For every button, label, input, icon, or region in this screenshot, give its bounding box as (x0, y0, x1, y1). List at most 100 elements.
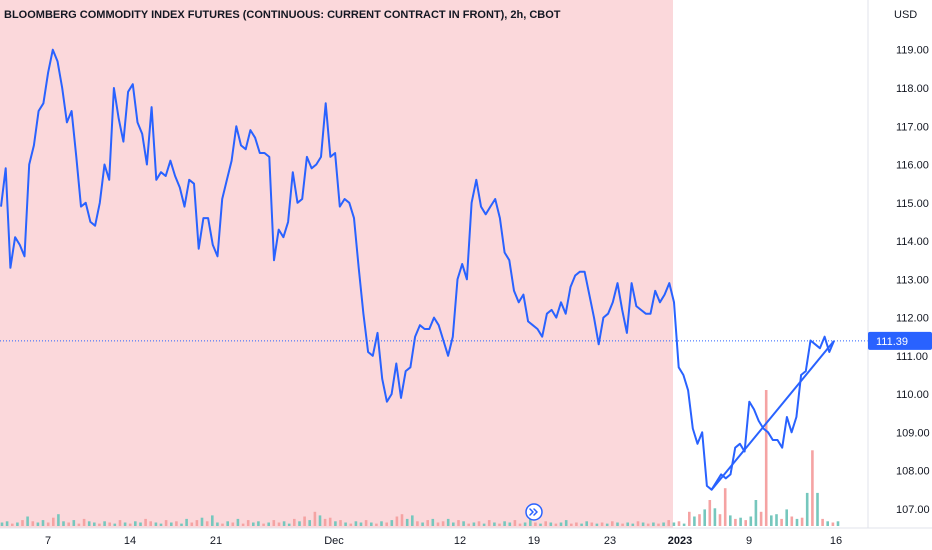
volume-bar (308, 520, 311, 526)
volume-bar (816, 492, 819, 526)
volume-bar (621, 523, 624, 526)
y-tick-label: 111.00 (896, 351, 928, 363)
volume-bar (559, 522, 563, 526)
volume-bar (405, 518, 409, 526)
volume-bar (303, 516, 306, 526)
volume-bar (380, 521, 383, 526)
volume-bar (436, 522, 440, 526)
volume-bar (636, 521, 640, 526)
volume-bar (754, 500, 758, 526)
volume-bar (467, 523, 470, 526)
y-tick-label: 110.00 (896, 389, 929, 401)
volume-bar (400, 514, 404, 526)
volume-bar (590, 522, 594, 526)
volume-bar (744, 520, 747, 526)
y-tick-label: 109.00 (896, 427, 930, 439)
volume-bar (641, 522, 645, 526)
volume-bar (226, 521, 229, 526)
volume-bar (293, 518, 296, 526)
volume-bar (534, 522, 537, 526)
volume-bar (764, 390, 768, 526)
volume-bar (493, 522, 496, 526)
volume-bar (257, 521, 260, 526)
y-tick-label: 119.00 (896, 45, 929, 57)
volume-bar (359, 522, 363, 526)
volume-bar (539, 523, 542, 526)
volume-bar (672, 522, 676, 526)
volume-bar (344, 522, 347, 526)
volume-bar (11, 523, 14, 526)
volume-bar (800, 517, 804, 526)
volume-bar (52, 517, 55, 526)
volume-bar (139, 522, 142, 526)
volume-bar (677, 521, 681, 526)
shaded-region-2022 (0, 0, 673, 528)
volume-bar (662, 522, 665, 526)
volume-bar (195, 520, 199, 526)
goto-realtime-button[interactable] (525, 503, 543, 521)
volume-bar (170, 522, 173, 526)
volume-bar (600, 522, 604, 526)
volume-bar (282, 521, 286, 526)
x-axis-ticks[interactable]: 7 14 21 Dec 12 19 23 2023 9 16 (45, 535, 842, 547)
volume-bar (836, 521, 840, 526)
volume-bar (46, 522, 50, 526)
volume-bar (313, 511, 317, 526)
y-axis-ticks[interactable]: 107.00 108.00 109.00 110.00 111.00 112.00 113.… (896, 45, 930, 516)
trend-line[interactable] (710, 340, 835, 491)
x-tick-label: 14 (124, 535, 136, 547)
volume-bar (795, 518, 799, 526)
y-tick-label: 116.00 (896, 160, 929, 172)
y-tick-label: 118.00 (896, 83, 929, 95)
x-tick-label: 9 (746, 535, 752, 547)
volume-bar (236, 518, 240, 526)
volume-bar (503, 521, 506, 526)
x-tick-label: 21 (210, 535, 222, 547)
volume-bar (349, 523, 353, 526)
volume-bar (821, 518, 824, 526)
last-price-tag: 111.39 (868, 331, 932, 350)
volume-bar (41, 520, 45, 526)
volume-bar (36, 522, 40, 526)
volume-bar (354, 521, 358, 526)
volume-bar (785, 509, 788, 526)
volume-bar (385, 522, 388, 526)
volume-bar (67, 522, 70, 526)
volume-bar (87, 521, 91, 526)
volume-bar (339, 520, 342, 526)
volume-bar (98, 523, 101, 526)
volume-bar (749, 516, 753, 526)
volume-bar (118, 520, 122, 526)
volume-bar (462, 521, 465, 526)
volume-bar (513, 520, 517, 526)
volume-bar (216, 522, 219, 526)
volume-bar (554, 523, 558, 526)
volume-bar (790, 516, 794, 526)
volume-bar (272, 520, 276, 526)
volume-bar (452, 522, 455, 526)
volume-bar (457, 520, 460, 526)
volume-bars (0, 390, 840, 526)
volume-bar (564, 520, 568, 526)
volume-bar (159, 523, 163, 526)
y-tick-label: 117.00 (896, 121, 929, 133)
volume-bar (734, 518, 737, 526)
goto-realtime-circle (525, 503, 543, 521)
volume-bar (164, 520, 168, 526)
volume-bar (616, 522, 619, 526)
volume-bar (31, 521, 35, 526)
y-tick-label: 114.00 (896, 236, 929, 248)
volume-bar (180, 523, 183, 526)
volume-bar (523, 522, 527, 526)
volume-bar (652, 522, 655, 526)
y-tick-label: 107.00 (896, 504, 930, 516)
volume-bar (646, 523, 650, 526)
volume-bar (472, 522, 476, 526)
volume-bar (205, 521, 209, 526)
volume-bar (631, 523, 635, 526)
volume-bar (775, 514, 778, 526)
volume-bar (221, 523, 224, 526)
volume-bar (108, 522, 111, 526)
volume-bar (190, 522, 194, 526)
